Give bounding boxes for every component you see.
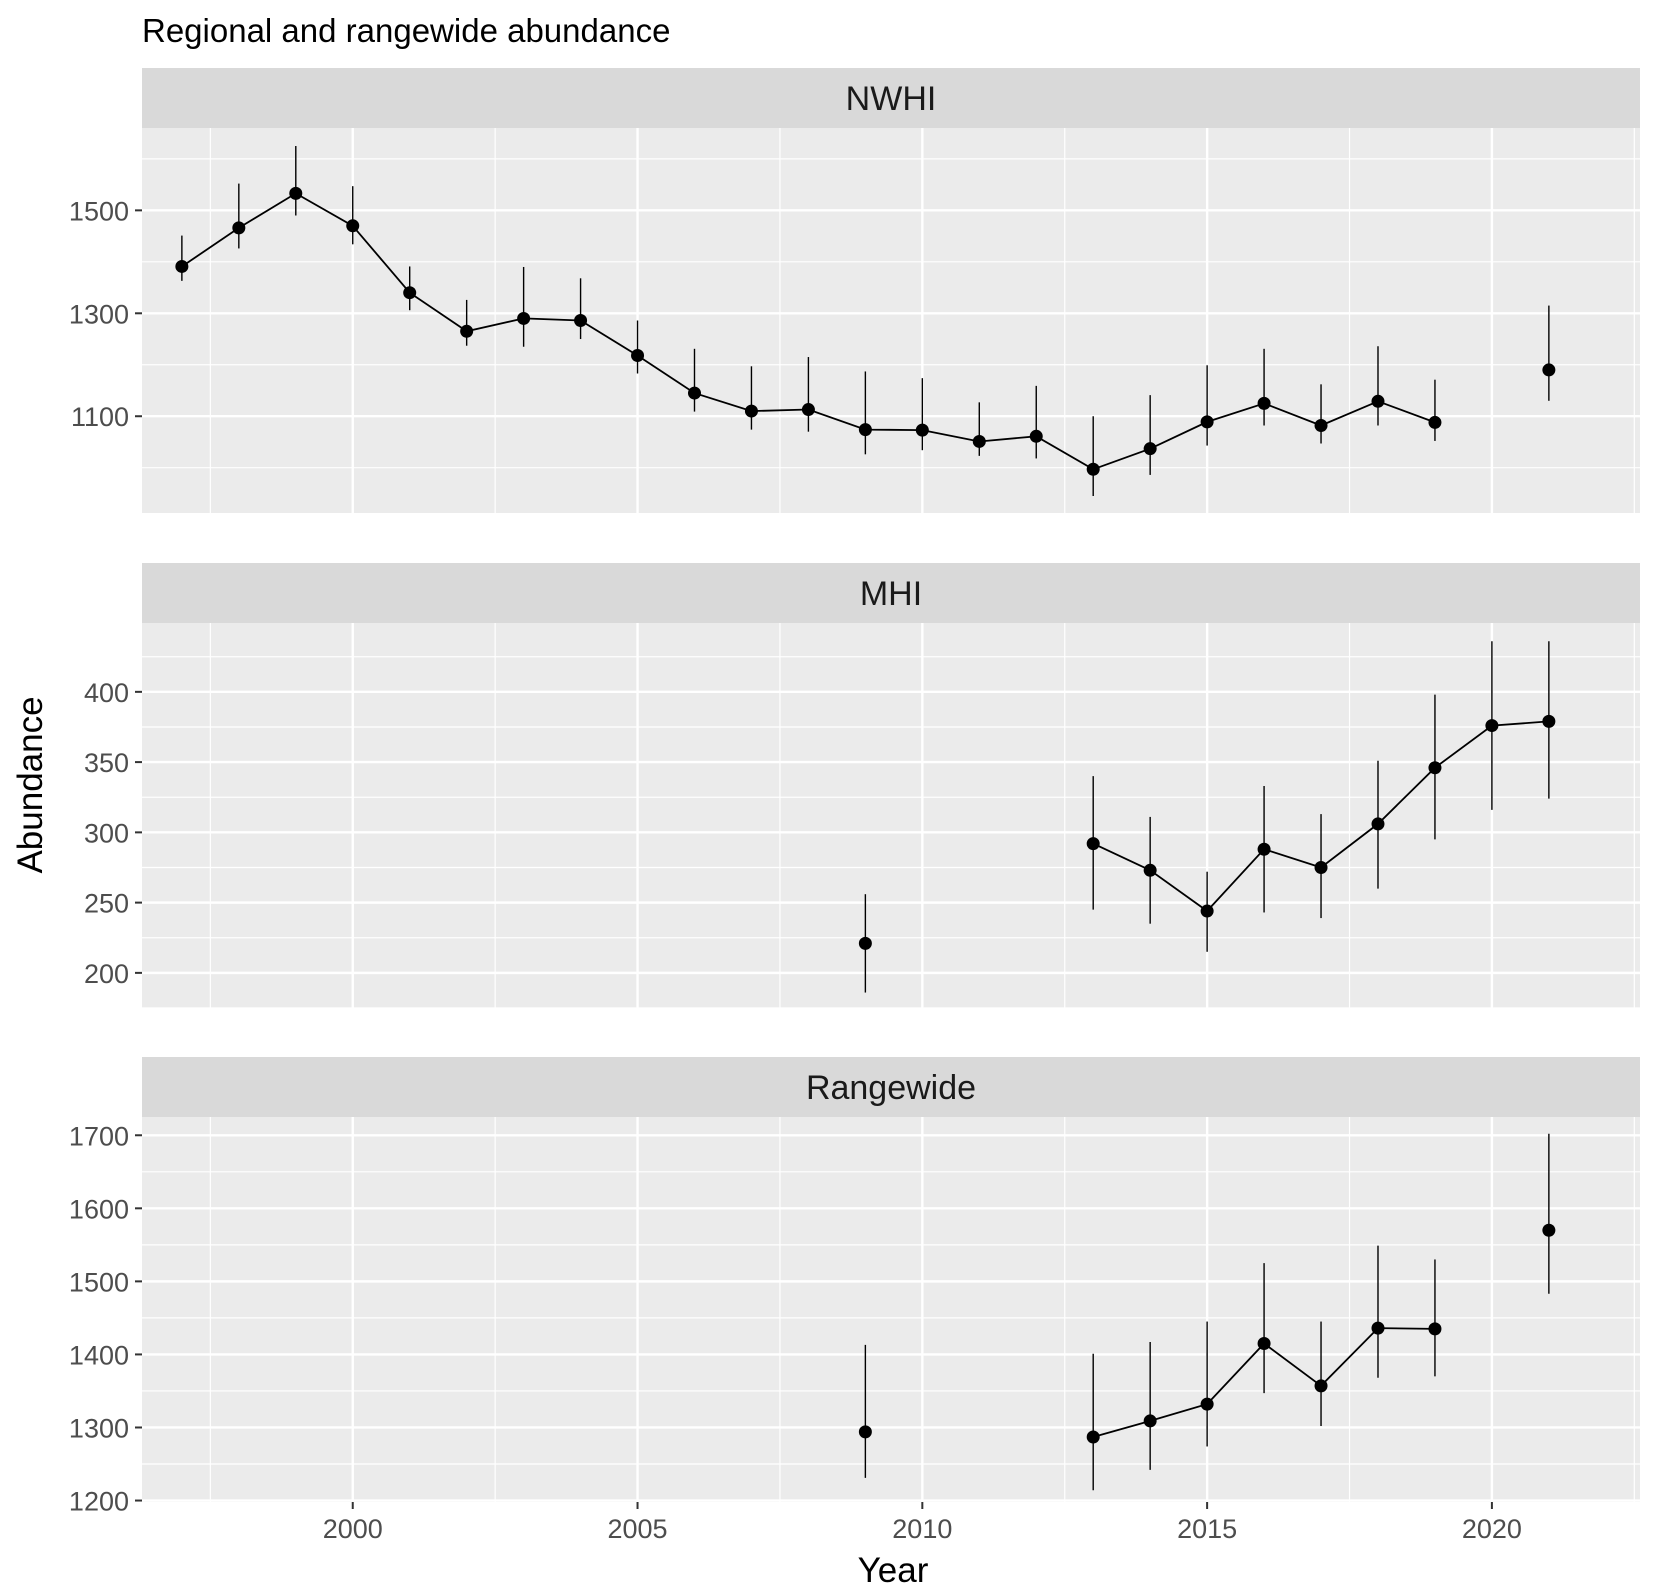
y-tick-label: 1400 bbox=[69, 1340, 129, 1370]
facet-strip-label: NWHI bbox=[846, 80, 937, 118]
data-point bbox=[1542, 363, 1556, 377]
panel-background bbox=[142, 623, 1640, 1008]
data-point bbox=[744, 404, 758, 418]
y-tick-label: 350 bbox=[84, 748, 129, 778]
data-point bbox=[1371, 394, 1385, 408]
data-point bbox=[1314, 1379, 1328, 1393]
data-point bbox=[1086, 837, 1100, 851]
data-point bbox=[1257, 1336, 1271, 1350]
y-tick-label: 200 bbox=[84, 959, 129, 989]
data-point bbox=[574, 314, 588, 327]
y-tick-label: 1300 bbox=[69, 1413, 129, 1443]
data-point bbox=[1542, 1223, 1556, 1237]
data-point bbox=[1314, 860, 1328, 874]
data-point bbox=[858, 1425, 872, 1439]
y-tick-label: 1600 bbox=[69, 1194, 129, 1224]
y-tick-label: 1500 bbox=[69, 1267, 129, 1297]
panel-mhi: MHI 200 250 300 350 400 bbox=[84, 563, 1640, 1009]
y-tick-label: 400 bbox=[84, 678, 129, 708]
data-point bbox=[1086, 1430, 1100, 1444]
y-tick-label: 1300 bbox=[69, 299, 129, 329]
y-tick-label: 250 bbox=[84, 889, 129, 919]
data-point bbox=[1428, 1322, 1442, 1336]
panel-background bbox=[142, 1117, 1640, 1502]
data-point bbox=[1428, 415, 1442, 429]
data-point bbox=[1143, 442, 1157, 456]
data-point bbox=[232, 221, 246, 235]
data-point bbox=[801, 403, 815, 417]
data-point bbox=[289, 186, 303, 200]
x-tick-label: 2005 bbox=[607, 1514, 667, 1544]
panels-layer: NWHI 1100 1300 1500 MHI 200 250 300 350 400 Rangew… bbox=[69, 68, 1640, 1544]
data-point bbox=[1371, 817, 1385, 831]
x-tick-label: 2020 bbox=[1462, 1514, 1522, 1544]
data-point bbox=[1428, 761, 1442, 775]
data-point bbox=[1086, 462, 1100, 476]
panel-rangewide: Rangewide 1200 1300 1400 1500 1600 1700 2000 200… bbox=[69, 1057, 1640, 1544]
data-point bbox=[1542, 714, 1556, 728]
data-point bbox=[1200, 904, 1214, 918]
data-point bbox=[1257, 396, 1271, 410]
data-point bbox=[631, 349, 645, 362]
panel-background bbox=[142, 128, 1640, 513]
data-point bbox=[915, 423, 929, 437]
y-tick-label: 1500 bbox=[69, 196, 129, 226]
data-point bbox=[460, 324, 474, 338]
data-point bbox=[1371, 1321, 1385, 1335]
data-point bbox=[858, 936, 872, 950]
y-tick-label: 1100 bbox=[71, 402, 129, 432]
data-point bbox=[346, 219, 360, 233]
data-point bbox=[858, 423, 872, 437]
x-tick-label: 2010 bbox=[892, 1514, 952, 1544]
data-point bbox=[1143, 1414, 1157, 1428]
data-point bbox=[403, 286, 417, 300]
data-point bbox=[1200, 1397, 1214, 1411]
data-point bbox=[175, 259, 189, 273]
data-point bbox=[517, 311, 531, 325]
panel-nwhi: NWHI 1100 1300 1500 bbox=[69, 68, 1640, 513]
y-axis-label: Abundance bbox=[11, 696, 50, 873]
x-tick-label: 2015 bbox=[1177, 1514, 1237, 1544]
data-point bbox=[1029, 429, 1043, 443]
data-point bbox=[1143, 863, 1157, 877]
x-tick-label: 2000 bbox=[323, 1514, 383, 1544]
y-tick-label: 300 bbox=[84, 818, 129, 848]
facet-strip-label: Rangewide bbox=[806, 1069, 976, 1107]
y-tick-label: 1700 bbox=[69, 1121, 129, 1151]
data-point bbox=[1485, 719, 1499, 733]
facet-strip bbox=[142, 1057, 1640, 1117]
chart-title: Regional and rangewide abundance bbox=[142, 12, 670, 49]
data-point bbox=[972, 434, 986, 448]
facet-strip bbox=[142, 563, 1640, 623]
facet-strip bbox=[142, 68, 1640, 128]
y-tick-label: 1200 bbox=[69, 1487, 129, 1517]
x-axis-label: Year bbox=[858, 1551, 929, 1590]
data-point bbox=[1257, 842, 1271, 856]
data-point bbox=[1200, 415, 1214, 429]
facet-strip-label: MHI bbox=[860, 575, 922, 613]
data-point bbox=[687, 386, 701, 400]
data-point bbox=[1314, 419, 1328, 432]
